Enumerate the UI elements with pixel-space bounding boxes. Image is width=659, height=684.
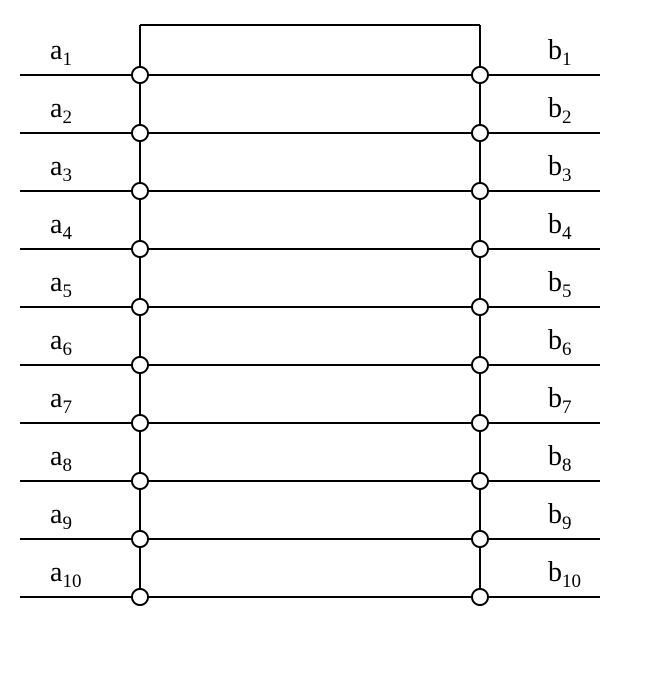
- node-left-4: [132, 241, 148, 257]
- label-b6: b6: [548, 325, 572, 359]
- label-b9: b9: [548, 499, 572, 533]
- label-a6: a6: [50, 325, 72, 359]
- label-b8: b8: [548, 441, 572, 475]
- node-right-9: [472, 531, 488, 547]
- node-left-1: [132, 67, 148, 83]
- node-left-7: [132, 415, 148, 431]
- node-right-7: [472, 415, 488, 431]
- node-left-8: [132, 473, 148, 489]
- label-a4: a4: [50, 209, 72, 243]
- label-b1: b1: [548, 35, 572, 69]
- node-left-10: [132, 589, 148, 605]
- node-left-6: [132, 357, 148, 373]
- node-right-10: [472, 589, 488, 605]
- node-right-1: [472, 67, 488, 83]
- label-b2: b2: [548, 93, 572, 127]
- node-left-9: [132, 531, 148, 547]
- node-left-2: [132, 125, 148, 141]
- label-a3: a3: [50, 151, 72, 185]
- label-b3: b3: [548, 151, 572, 185]
- label-b4: b4: [548, 209, 572, 243]
- label-a2: a2: [50, 93, 72, 127]
- label-a10: a10: [50, 557, 81, 591]
- label-b10: b10: [548, 557, 581, 591]
- node-left-5: [132, 299, 148, 315]
- label-a7: a7: [50, 383, 72, 417]
- node-right-5: [472, 299, 488, 315]
- node-right-6: [472, 357, 488, 373]
- node-left-3: [132, 183, 148, 199]
- node-right-8: [472, 473, 488, 489]
- label-a9: a9: [50, 499, 72, 533]
- node-right-3: [472, 183, 488, 199]
- label-a1: a1: [50, 35, 72, 69]
- label-b5: b5: [548, 267, 572, 301]
- label-a8: a8: [50, 441, 72, 475]
- label-a5: a5: [50, 267, 72, 301]
- label-b7: b7: [548, 383, 572, 417]
- node-right-2: [472, 125, 488, 141]
- node-right-4: [472, 241, 488, 257]
